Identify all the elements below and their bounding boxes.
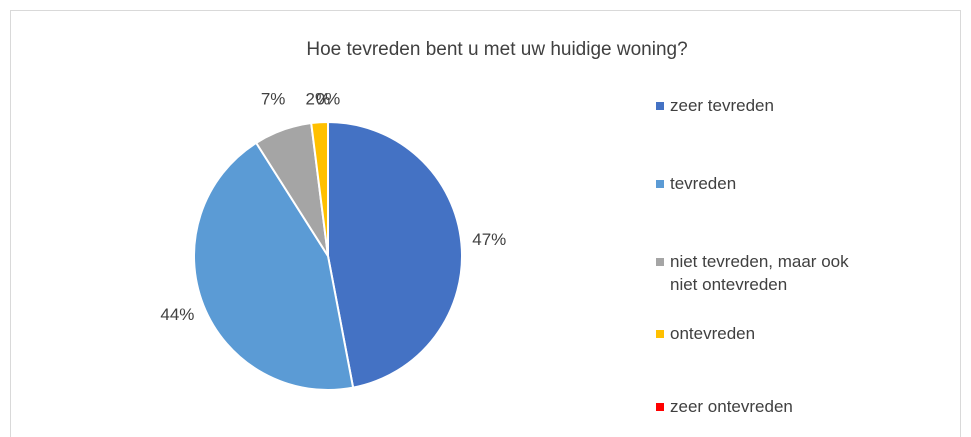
data-label: 47% bbox=[472, 230, 506, 249]
legend-item: tevreden bbox=[655, 172, 855, 195]
chart-title: Hoe tevreden bent u met uw huidige wonin… bbox=[306, 39, 687, 60]
legend-item: zeer tevreden bbox=[655, 94, 855, 117]
legend-swatch bbox=[656, 258, 664, 266]
legend-swatch bbox=[656, 102, 664, 110]
legend-item: niet tevreden, maar ook niet ontevreden bbox=[655, 250, 855, 296]
data-label: 2% bbox=[306, 89, 331, 108]
legend-swatch bbox=[656, 403, 664, 411]
legend-swatch bbox=[656, 330, 664, 338]
legend-item: ontevreden bbox=[655, 322, 855, 345]
legend-label: ontevreden bbox=[670, 324, 756, 343]
chart-border bbox=[10, 10, 961, 437]
legend-item: zeer ontevreden bbox=[655, 395, 855, 418]
pie-slice bbox=[193, 141, 355, 391]
legend-label: zeer ontevreden bbox=[670, 397, 793, 416]
legend-label: niet tevreden, maar ook niet ontevreden bbox=[670, 252, 849, 294]
legend-label: zeer tevreden bbox=[670, 96, 774, 115]
pie-slice bbox=[327, 120, 463, 389]
data-label: 7% bbox=[261, 89, 286, 108]
legend-label: tevreden bbox=[670, 174, 737, 193]
data-label: 44% bbox=[160, 305, 194, 324]
legend-swatch bbox=[656, 180, 664, 188]
data-label: 0% bbox=[316, 89, 341, 108]
